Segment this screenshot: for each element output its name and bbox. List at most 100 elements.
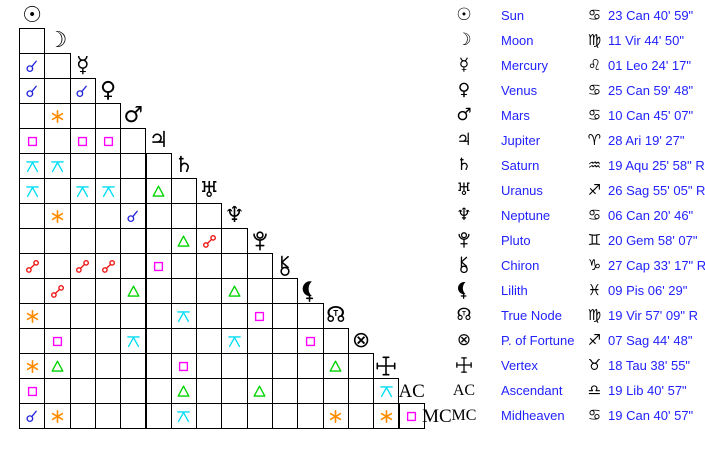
aspect-cell-vertex-x-midheaven — [373, 403, 400, 429]
aspect-sextile-icon — [26, 309, 38, 323]
planet-position: 19 Vir 57' 09" R — [608, 308, 698, 323]
aspect-cell-mercury-x-jupiter — [69, 128, 96, 154]
aspect-sextile-icon — [26, 359, 38, 373]
saturn-legend-glyph: ♄ — [456, 155, 472, 175]
zodiac-sign-icon: ♋ — [587, 6, 602, 24]
aspect-quincunx-icon — [101, 185, 115, 197]
aspect-cell-lilith-x-ascendant — [297, 378, 324, 404]
aspect-trine-icon — [228, 285, 241, 297]
aspect-conjunction-icon — [26, 85, 37, 97]
aspect-conjunction-icon — [127, 210, 138, 222]
planet-name: Mercury — [501, 58, 548, 73]
aspect-cell-venus-x-vertex — [94, 353, 122, 379]
aspect-cell-chiron-x-vertex — [272, 353, 299, 379]
aspect-square-icon — [103, 136, 113, 146]
aspect-sextile-icon — [380, 409, 393, 423]
aspect-sextile-icon — [51, 109, 64, 123]
aspect-conjunction-icon — [76, 85, 88, 97]
aspect-quincunx-icon — [126, 335, 140, 347]
legend-row-midheaven: MC Midheaven ♋ 19 Can 40' 57" — [0, 403, 705, 428]
planet-position: 27 Cap 33' 17" R — [608, 258, 705, 273]
aspect-quincunx-icon — [177, 310, 191, 322]
planet-name: Vertex — [501, 358, 538, 373]
aspect-sextile-icon — [51, 209, 64, 223]
planet-name: Pluto — [501, 233, 531, 248]
aspect-cell-neptune-x-true-node — [221, 303, 248, 329]
aspect-cell-mercury-x-chiron — [69, 253, 96, 279]
aspect-quincunx-icon — [25, 160, 39, 172]
aspect-cell-moon-x-saturn — [44, 153, 71, 179]
pluto-legend-glyph — [449, 228, 479, 249]
aspect-trine-icon — [253, 385, 266, 397]
pluto-glyph-icon — [253, 231, 267, 251]
aspect-cell-venus-x-true-node — [94, 303, 122, 329]
aspect-square-icon — [154, 261, 164, 271]
true-node-glyph: ☊ T — [325, 303, 346, 328]
zodiac-sign-icon: ♌ — [587, 56, 602, 74]
planet-name: Chiron — [501, 258, 540, 273]
planet-position: 18 Tau 38' 55" — [608, 358, 691, 373]
aspect-sextile-icon — [330, 409, 342, 423]
moon-legend-glyph: ☽ — [456, 30, 472, 50]
planet-position: 11 Vir 44' 50" — [608, 33, 685, 48]
zodiac-sign-icon: ♋ — [587, 206, 602, 224]
aspect-cell-pluto-x-ascendant — [246, 378, 273, 404]
aspect-cell-jupiter-x-midheaven — [145, 403, 172, 429]
neptune-legend-glyph: ♆ — [456, 205, 472, 225]
uranus-legend-glyph: ♅ — [456, 180, 472, 200]
pluto-glyph-icon — [458, 232, 470, 248]
planet-position: 07 Sag 44' 48" — [608, 333, 693, 348]
zodiac-sign-icon: ♈ — [587, 131, 602, 149]
zodiac-sign-icon: ♑ — [587, 256, 602, 274]
aspect-trine-icon — [127, 285, 140, 297]
aspect-opposition-icon — [50, 284, 64, 298]
aspect-cell-jupiter-x-lilith — [145, 278, 172, 304]
aspect-cell-jupiter-x-saturn — [145, 153, 172, 179]
legend-row-mars: ♂ Mars ♋ 10 Can 45' 07" — [0, 103, 705, 128]
sun-legend-glyph: ☉ — [456, 5, 472, 25]
aspect-cell-chiron-x-p-of-fortune — [272, 328, 299, 354]
aspect-trine-icon — [152, 185, 165, 197]
aspect-opposition-icon — [25, 259, 39, 273]
aspect-cell-jupiter-x-pluto — [145, 228, 172, 254]
aspect-square-icon — [78, 136, 88, 146]
lilith-glyph-icon — [303, 281, 314, 302]
aspect-cell-mercury-x-p-of-fortune — [69, 328, 96, 354]
zodiac-sign-icon: ♐ — [587, 331, 602, 349]
aspect-cell-uranus-x-pluto — [196, 228, 223, 254]
legend-row-neptune: ♆ Neptune ♋ 06 Can 20' 46" — [0, 203, 705, 228]
jupiter-legend-glyph: ♃ — [456, 130, 472, 150]
aspect-trine-icon — [51, 360, 64, 372]
planet-name: Midheaven — [501, 408, 565, 423]
planet-name: True Node — [501, 308, 562, 323]
pluto-glyph — [247, 228, 273, 254]
aspect-opposition-icon — [202, 234, 216, 248]
p-of-fortune-glyph: ⊗ — [351, 328, 371, 353]
aspect-cell-pluto-x-p-of-fortune — [246, 328, 273, 354]
aspect-cell-p-of-fortune-x-vertex — [347, 353, 375, 379]
aspect-opposition-icon — [101, 259, 115, 273]
zodiac-sign-icon: ♋ — [587, 406, 602, 424]
aspect-cell-uranus-x-true-node — [196, 303, 223, 329]
aspect-cell-neptune-x-midheaven — [221, 403, 248, 429]
planet-name: Venus — [501, 83, 538, 98]
planet-name: Sun — [501, 8, 525, 23]
aspect-cell-uranus-x-chiron — [196, 253, 223, 279]
ascendant-glyph: AC — [398, 380, 425, 402]
vertex-glyph-icon — [376, 356, 396, 376]
aspect-quincunx-icon — [51, 160, 64, 172]
chiron-glyph-icon — [280, 255, 290, 276]
true-node-legend-glyph: ☊ T — [456, 305, 472, 325]
aspect-cell-jupiter-x-uranus — [145, 178, 172, 204]
aspect-cell-mercury-x-pluto — [69, 228, 96, 254]
planet-position: 28 Ari 19' 27" — [608, 133, 685, 148]
zodiac-sign-icon: ♊ — [587, 231, 602, 249]
aspect-cell-pluto-x-midheaven — [246, 403, 273, 429]
aspect-cell-sun-x-saturn — [19, 153, 46, 179]
legend-row-mercury: ☿ Mercury ♌ 01 Leo 24' 17" — [0, 53, 705, 78]
zodiac-sign-icon: ♋ — [587, 81, 602, 99]
venus-glyph: ♀ — [99, 78, 117, 103]
aspect-cell-mercury-x-venus — [69, 78, 96, 104]
legend-row-sun: ☉ Sun ♋ 23 Can 40' 59" — [0, 3, 705, 28]
